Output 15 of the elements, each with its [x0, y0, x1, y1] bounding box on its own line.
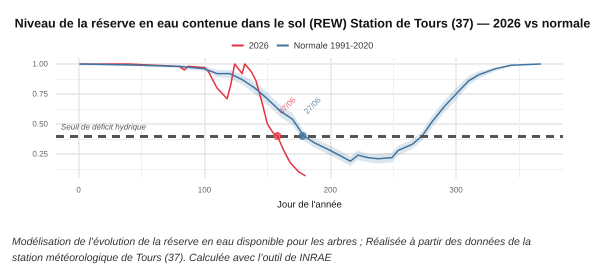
- ref-line-label: Seuil de déficit hydrique: [61, 122, 146, 132]
- x-tick-label: 300: [449, 186, 464, 194]
- text: Modélisation de l’évolution de la réserve en eau disponible pour les arbres ; Réalisée à partir des données de la station météorologique de Tours (37). Calculée avec l’outil de INRAE: [12, 236, 534, 264]
- legend-label: 2026: [248, 40, 269, 50]
- x-tick-label: 200: [324, 186, 338, 194]
- x-tick-label: 0: [76, 186, 82, 194]
- y-tick-label: 0.50: [32, 120, 49, 128]
- line-series: [79, 63, 306, 176]
- chart-title: Niveau de la réserve en eau contenue dans le sol (REW) Station de Tours (37) — 2026 vs normale: [14, 16, 590, 30]
- legend-label: Normale 1991-2020: [294, 40, 374, 50]
- x-axis-title: Jour de l'année: [277, 200, 342, 210]
- y-tick-label: 0.25: [32, 150, 49, 158]
- y-tick-label: 0.75: [32, 90, 49, 98]
- y-tick-label: 1.00: [32, 60, 49, 68]
- x-tick-label: 100: [198, 186, 212, 194]
